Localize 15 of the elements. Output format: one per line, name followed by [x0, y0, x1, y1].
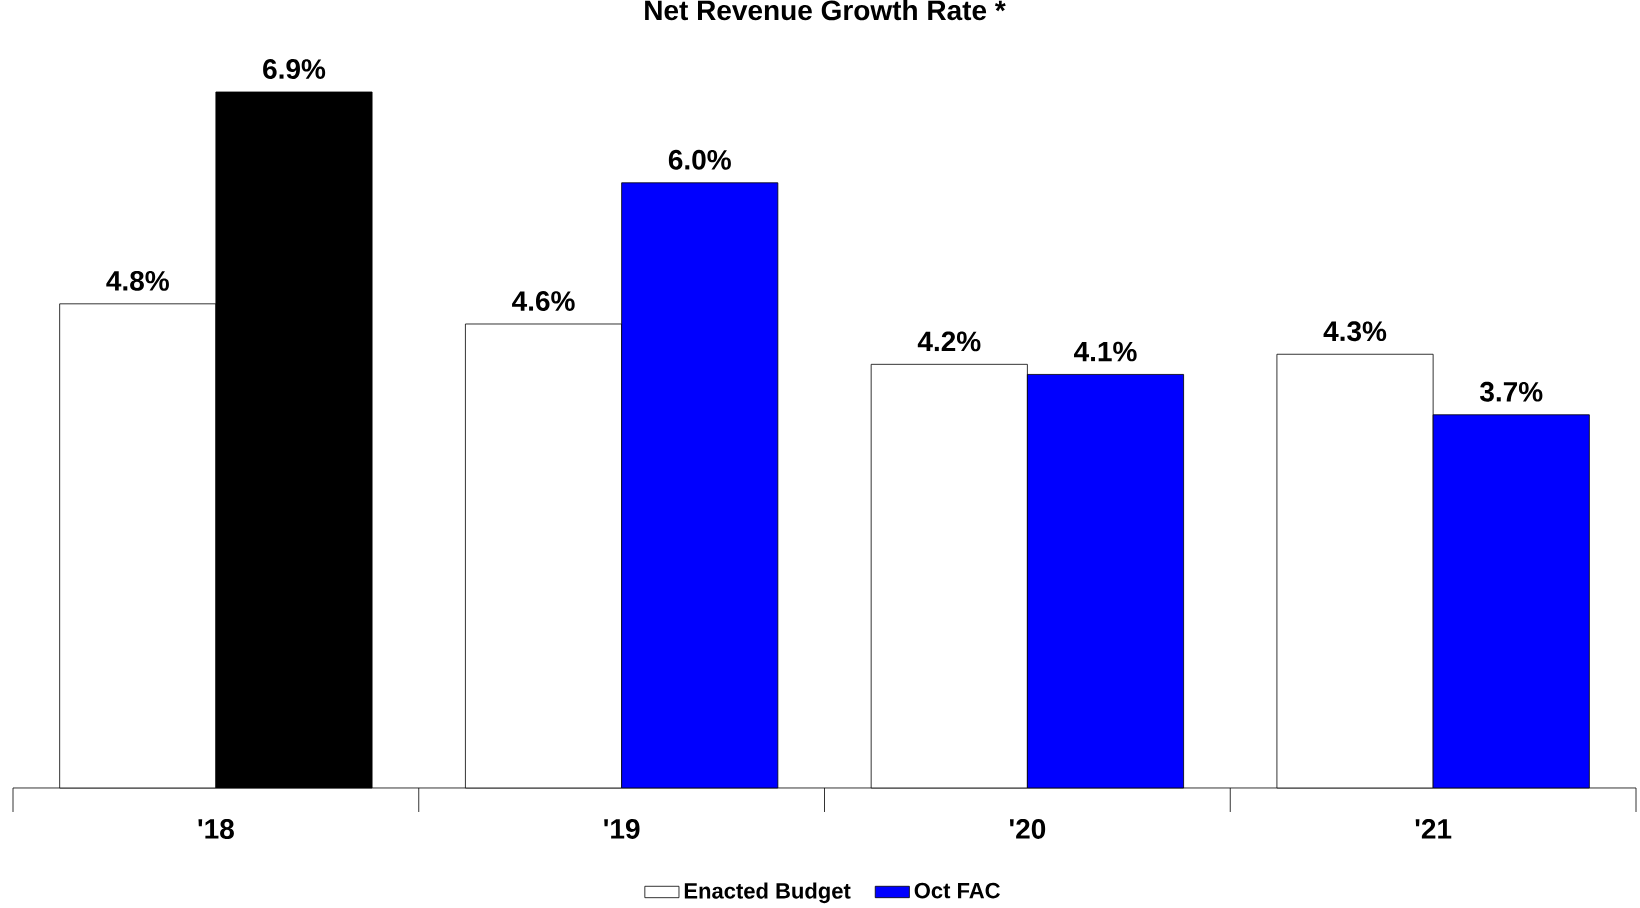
legend-label: Enacted Budget — [684, 882, 851, 904]
chart-title: Net Revenue Growth Rate * — [645, 0, 1006, 21]
data-label: 6.0% — [668, 149, 731, 170]
data-label: 6.9% — [263, 59, 326, 79]
x-tick-label: '20 — [1009, 819, 1046, 839]
data-label: 4.3% — [1323, 321, 1387, 342]
data-label: 4.2% — [917, 331, 981, 352]
data-label: 3.7% — [1479, 381, 1543, 402]
x-tick-label: '21 — [1415, 819, 1452, 839]
x-tick-label: '19 — [604, 819, 640, 839]
data-label: 4.8% — [106, 270, 169, 291]
x-tick-label: '18 — [198, 819, 234, 839]
legend-label: Oct FAC — [914, 882, 1000, 899]
data-label: 4.1% — [1074, 341, 1137, 362]
data-label: 4.6% — [512, 291, 575, 311]
